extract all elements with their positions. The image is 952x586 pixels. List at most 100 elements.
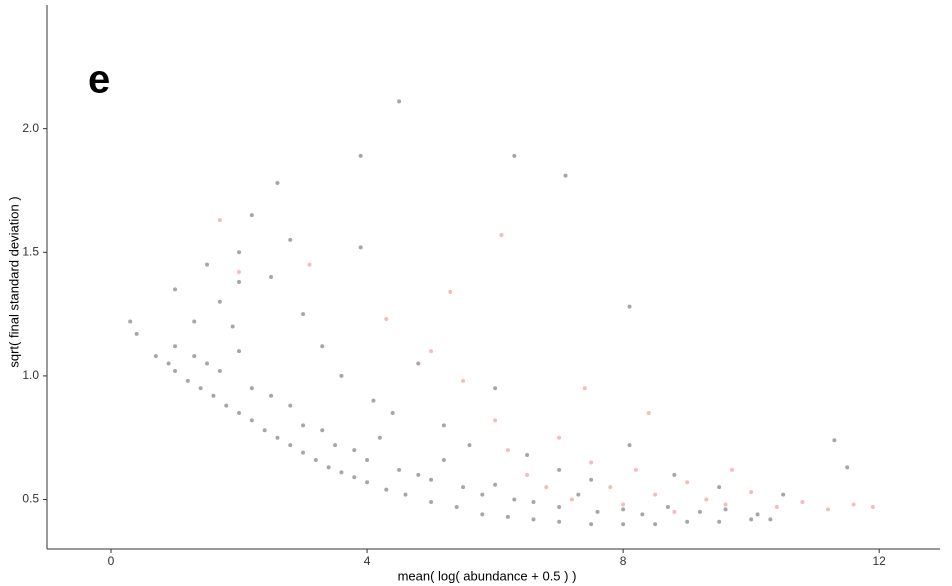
point xyxy=(717,485,722,490)
point xyxy=(480,512,485,517)
point xyxy=(205,361,210,366)
point xyxy=(377,435,382,440)
point xyxy=(441,423,446,428)
point xyxy=(166,361,171,366)
point xyxy=(729,467,734,472)
point xyxy=(755,512,760,517)
point xyxy=(237,411,242,415)
point xyxy=(531,500,536,505)
point xyxy=(512,153,517,158)
point xyxy=(153,354,158,359)
point xyxy=(768,517,773,522)
point xyxy=(717,519,722,524)
y-axis-label: sqrt( final standard deviation ) xyxy=(6,196,21,367)
point xyxy=(230,324,235,329)
point xyxy=(237,279,242,284)
point xyxy=(685,480,690,485)
point xyxy=(217,218,222,223)
point xyxy=(326,465,331,470)
point xyxy=(358,153,363,158)
point xyxy=(505,448,510,453)
point xyxy=(627,443,632,448)
point xyxy=(544,485,549,490)
point xyxy=(653,522,658,527)
point xyxy=(512,497,517,502)
point xyxy=(288,237,293,242)
point xyxy=(505,514,510,519)
x-tick-label: 12 xyxy=(873,554,887,568)
point xyxy=(384,317,389,322)
point xyxy=(403,492,408,497)
point xyxy=(313,457,318,462)
point xyxy=(499,232,504,237)
x-tick-label: 8 xyxy=(620,554,627,568)
point xyxy=(627,304,632,309)
point xyxy=(461,485,466,490)
point xyxy=(217,368,222,373)
point xyxy=(217,299,222,304)
point xyxy=(589,477,594,482)
point xyxy=(333,443,338,448)
point xyxy=(134,331,139,336)
point xyxy=(589,522,594,527)
x-tick-label: 0 xyxy=(108,554,115,568)
point xyxy=(665,504,670,509)
point xyxy=(557,519,562,524)
point xyxy=(198,386,203,391)
point xyxy=(608,485,613,490)
point xyxy=(749,517,754,522)
point xyxy=(237,270,242,275)
point xyxy=(557,467,562,472)
point xyxy=(224,403,229,408)
x-axis-label: mean( log( abundance + 0.5 ) ) xyxy=(398,568,577,583)
point xyxy=(493,418,498,423)
point xyxy=(633,467,638,472)
point xyxy=(275,181,280,186)
point xyxy=(416,361,421,366)
point xyxy=(870,504,875,509)
point xyxy=(845,465,850,470)
point xyxy=(723,502,728,507)
point xyxy=(467,443,472,448)
point xyxy=(653,492,658,497)
y-tick-label: 1.5 xyxy=(22,244,39,258)
point xyxy=(800,500,805,505)
point xyxy=(307,262,312,267)
point xyxy=(429,349,434,354)
point xyxy=(275,435,280,440)
point xyxy=(365,480,370,485)
point xyxy=(563,173,568,178)
point xyxy=(269,275,274,279)
point xyxy=(774,504,779,509)
point xyxy=(173,287,178,292)
point xyxy=(352,448,357,453)
point xyxy=(358,245,363,250)
point xyxy=(832,438,837,443)
point xyxy=(640,512,645,517)
point xyxy=(557,504,562,509)
point xyxy=(621,522,626,527)
point xyxy=(237,349,242,354)
point xyxy=(697,509,702,514)
point xyxy=(448,289,453,294)
point xyxy=(320,344,325,349)
point xyxy=(262,428,267,433)
point xyxy=(825,507,830,512)
point xyxy=(569,497,574,502)
point xyxy=(211,393,216,398)
point xyxy=(685,519,690,524)
point xyxy=(595,509,600,514)
point xyxy=(781,492,786,497)
point xyxy=(416,472,421,477)
point xyxy=(672,472,677,477)
point xyxy=(237,250,242,255)
point xyxy=(339,470,344,475)
point xyxy=(173,368,178,373)
point xyxy=(339,373,344,378)
point xyxy=(371,398,376,403)
point xyxy=(525,453,530,458)
x-tick-label: 4 xyxy=(364,554,371,568)
point xyxy=(365,457,370,462)
panel-label: e xyxy=(88,58,110,102)
